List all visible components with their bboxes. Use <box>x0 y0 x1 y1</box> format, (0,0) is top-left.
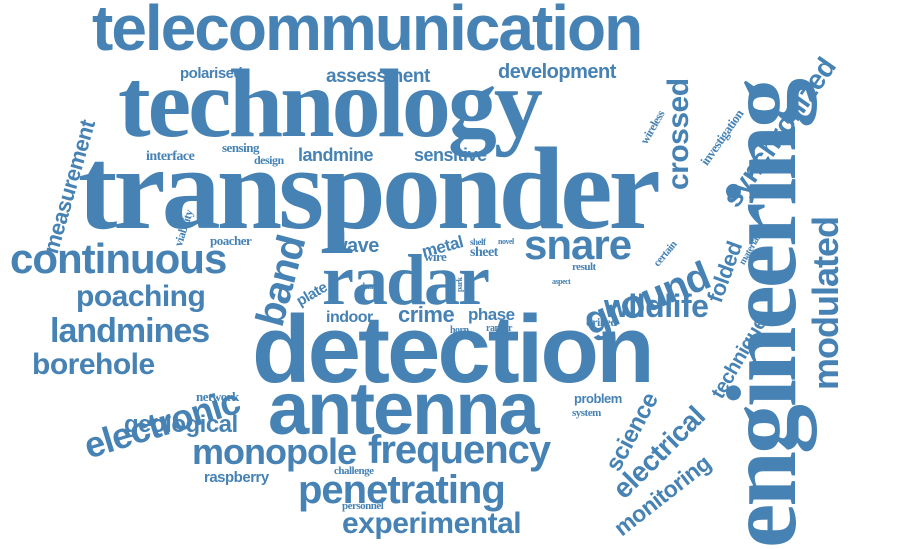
word-geological: geological <box>124 411 238 438</box>
word-aspect: aspect <box>552 277 571 286</box>
word-wire: wire <box>424 249 447 264</box>
word-sensing: sensing <box>222 140 259 155</box>
word-interface: interface <box>146 149 195 164</box>
word-result: result <box>572 261 596 273</box>
word-wildlife: wildlife <box>604 288 709 324</box>
word-crossed: crossed <box>662 78 695 190</box>
word-experimental: experimental <box>342 507 522 540</box>
word-radar: radar <box>322 240 490 320</box>
word-poacher: poacher <box>210 233 252 248</box>
word-drilled: drilled <box>586 315 617 329</box>
word-network: network <box>196 389 239 404</box>
word-novel: novel <box>498 237 514 246</box>
word-borehole: borehole <box>32 348 155 381</box>
word-problem: problem <box>574 391 622 406</box>
word-horn: horn <box>450 325 469 336</box>
word-snare: snare <box>524 221 632 268</box>
word-design: design <box>254 153 284 167</box>
word-development: development <box>498 61 616 83</box>
word-telecommunication: telecommunication <box>92 0 643 64</box>
word-landmines: landmines <box>50 312 210 350</box>
word-phase: phase <box>468 305 515 324</box>
word-transponder: transponder <box>78 123 661 254</box>
word-detection: detection <box>252 296 655 403</box>
word-challenge: challenge <box>334 465 374 477</box>
word-system: system <box>572 407 601 419</box>
word-park: park <box>455 277 464 292</box>
word-shelf: shelf <box>470 237 486 247</box>
word-assessment: assessment <box>326 66 430 87</box>
word-antenna: antenna <box>268 367 540 450</box>
word-sheet: sheet <box>470 245 498 260</box>
word-personnel: personnel <box>342 500 384 512</box>
word-modulated: modulated <box>805 216 846 390</box>
word-wave: wave <box>332 235 379 257</box>
word-ranger: ranger <box>486 323 512 334</box>
word-monopole: monopole <box>192 431 357 472</box>
word-landmine: landmine <box>298 145 374 165</box>
word-technology: technology <box>118 50 543 158</box>
word-continuous: continuous <box>10 235 227 282</box>
word-raspberry: raspberry <box>204 469 269 486</box>
word-polarised: polarised <box>180 65 243 82</box>
word-indoor: indoor <box>326 309 373 326</box>
word-sensitive: sensitive <box>414 145 487 165</box>
word-frequency: frequency <box>368 428 551 472</box>
word-penetrating: penetrating <box>298 468 506 512</box>
word-poaching: poaching <box>76 280 206 313</box>
word-crime: crime <box>398 302 455 327</box>
word-dual: dual <box>360 281 376 291</box>
